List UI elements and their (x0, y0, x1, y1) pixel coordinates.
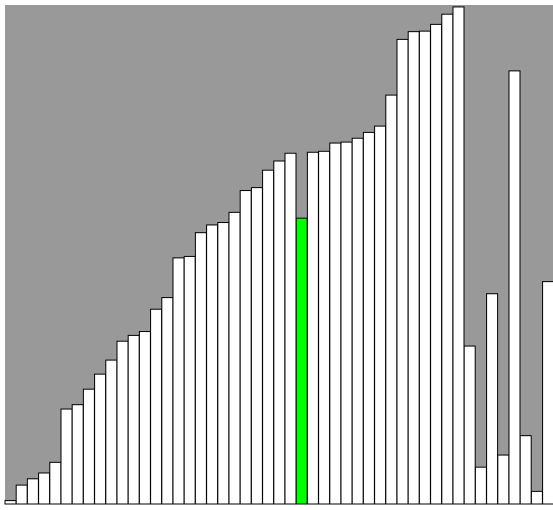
bar (250, 187, 263, 505)
bar (497, 454, 510, 505)
bar (183, 255, 196, 505)
bar (407, 31, 420, 505)
bar (385, 94, 398, 505)
bar (105, 359, 118, 505)
bar (82, 388, 95, 505)
bar (284, 152, 297, 505)
bar (38, 472, 51, 505)
bar (441, 13, 454, 505)
bar (49, 461, 62, 505)
bar (452, 6, 465, 505)
bar (396, 38, 409, 505)
bar (94, 373, 107, 505)
bar (116, 340, 129, 505)
bar (418, 30, 431, 505)
bar (340, 141, 353, 505)
bar (150, 308, 163, 505)
bar (262, 169, 275, 505)
bar (26, 478, 39, 505)
bar (15, 484, 28, 505)
bar (329, 142, 342, 505)
bar (351, 137, 364, 505)
bar (71, 404, 84, 505)
bar (474, 466, 487, 505)
bar (4, 500, 17, 505)
highlighted-bar (295, 217, 308, 505)
bar (463, 345, 476, 505)
bar (306, 151, 319, 505)
bar (60, 408, 73, 505)
bars-group (4, 6, 553, 505)
bar (239, 190, 252, 505)
bar (228, 211, 241, 505)
bar (217, 222, 230, 505)
bar (530, 490, 543, 505)
bar (273, 160, 286, 505)
bar (206, 224, 219, 505)
bar (161, 297, 174, 505)
bar (519, 435, 532, 505)
bar (138, 331, 151, 505)
bar (508, 70, 521, 505)
bar (194, 232, 207, 505)
bar (362, 131, 375, 505)
bar (486, 293, 499, 505)
bar (430, 23, 443, 505)
bar (172, 257, 185, 505)
bar (542, 281, 553, 505)
bar (127, 334, 140, 505)
bar (374, 125, 387, 505)
bar (318, 150, 331, 505)
